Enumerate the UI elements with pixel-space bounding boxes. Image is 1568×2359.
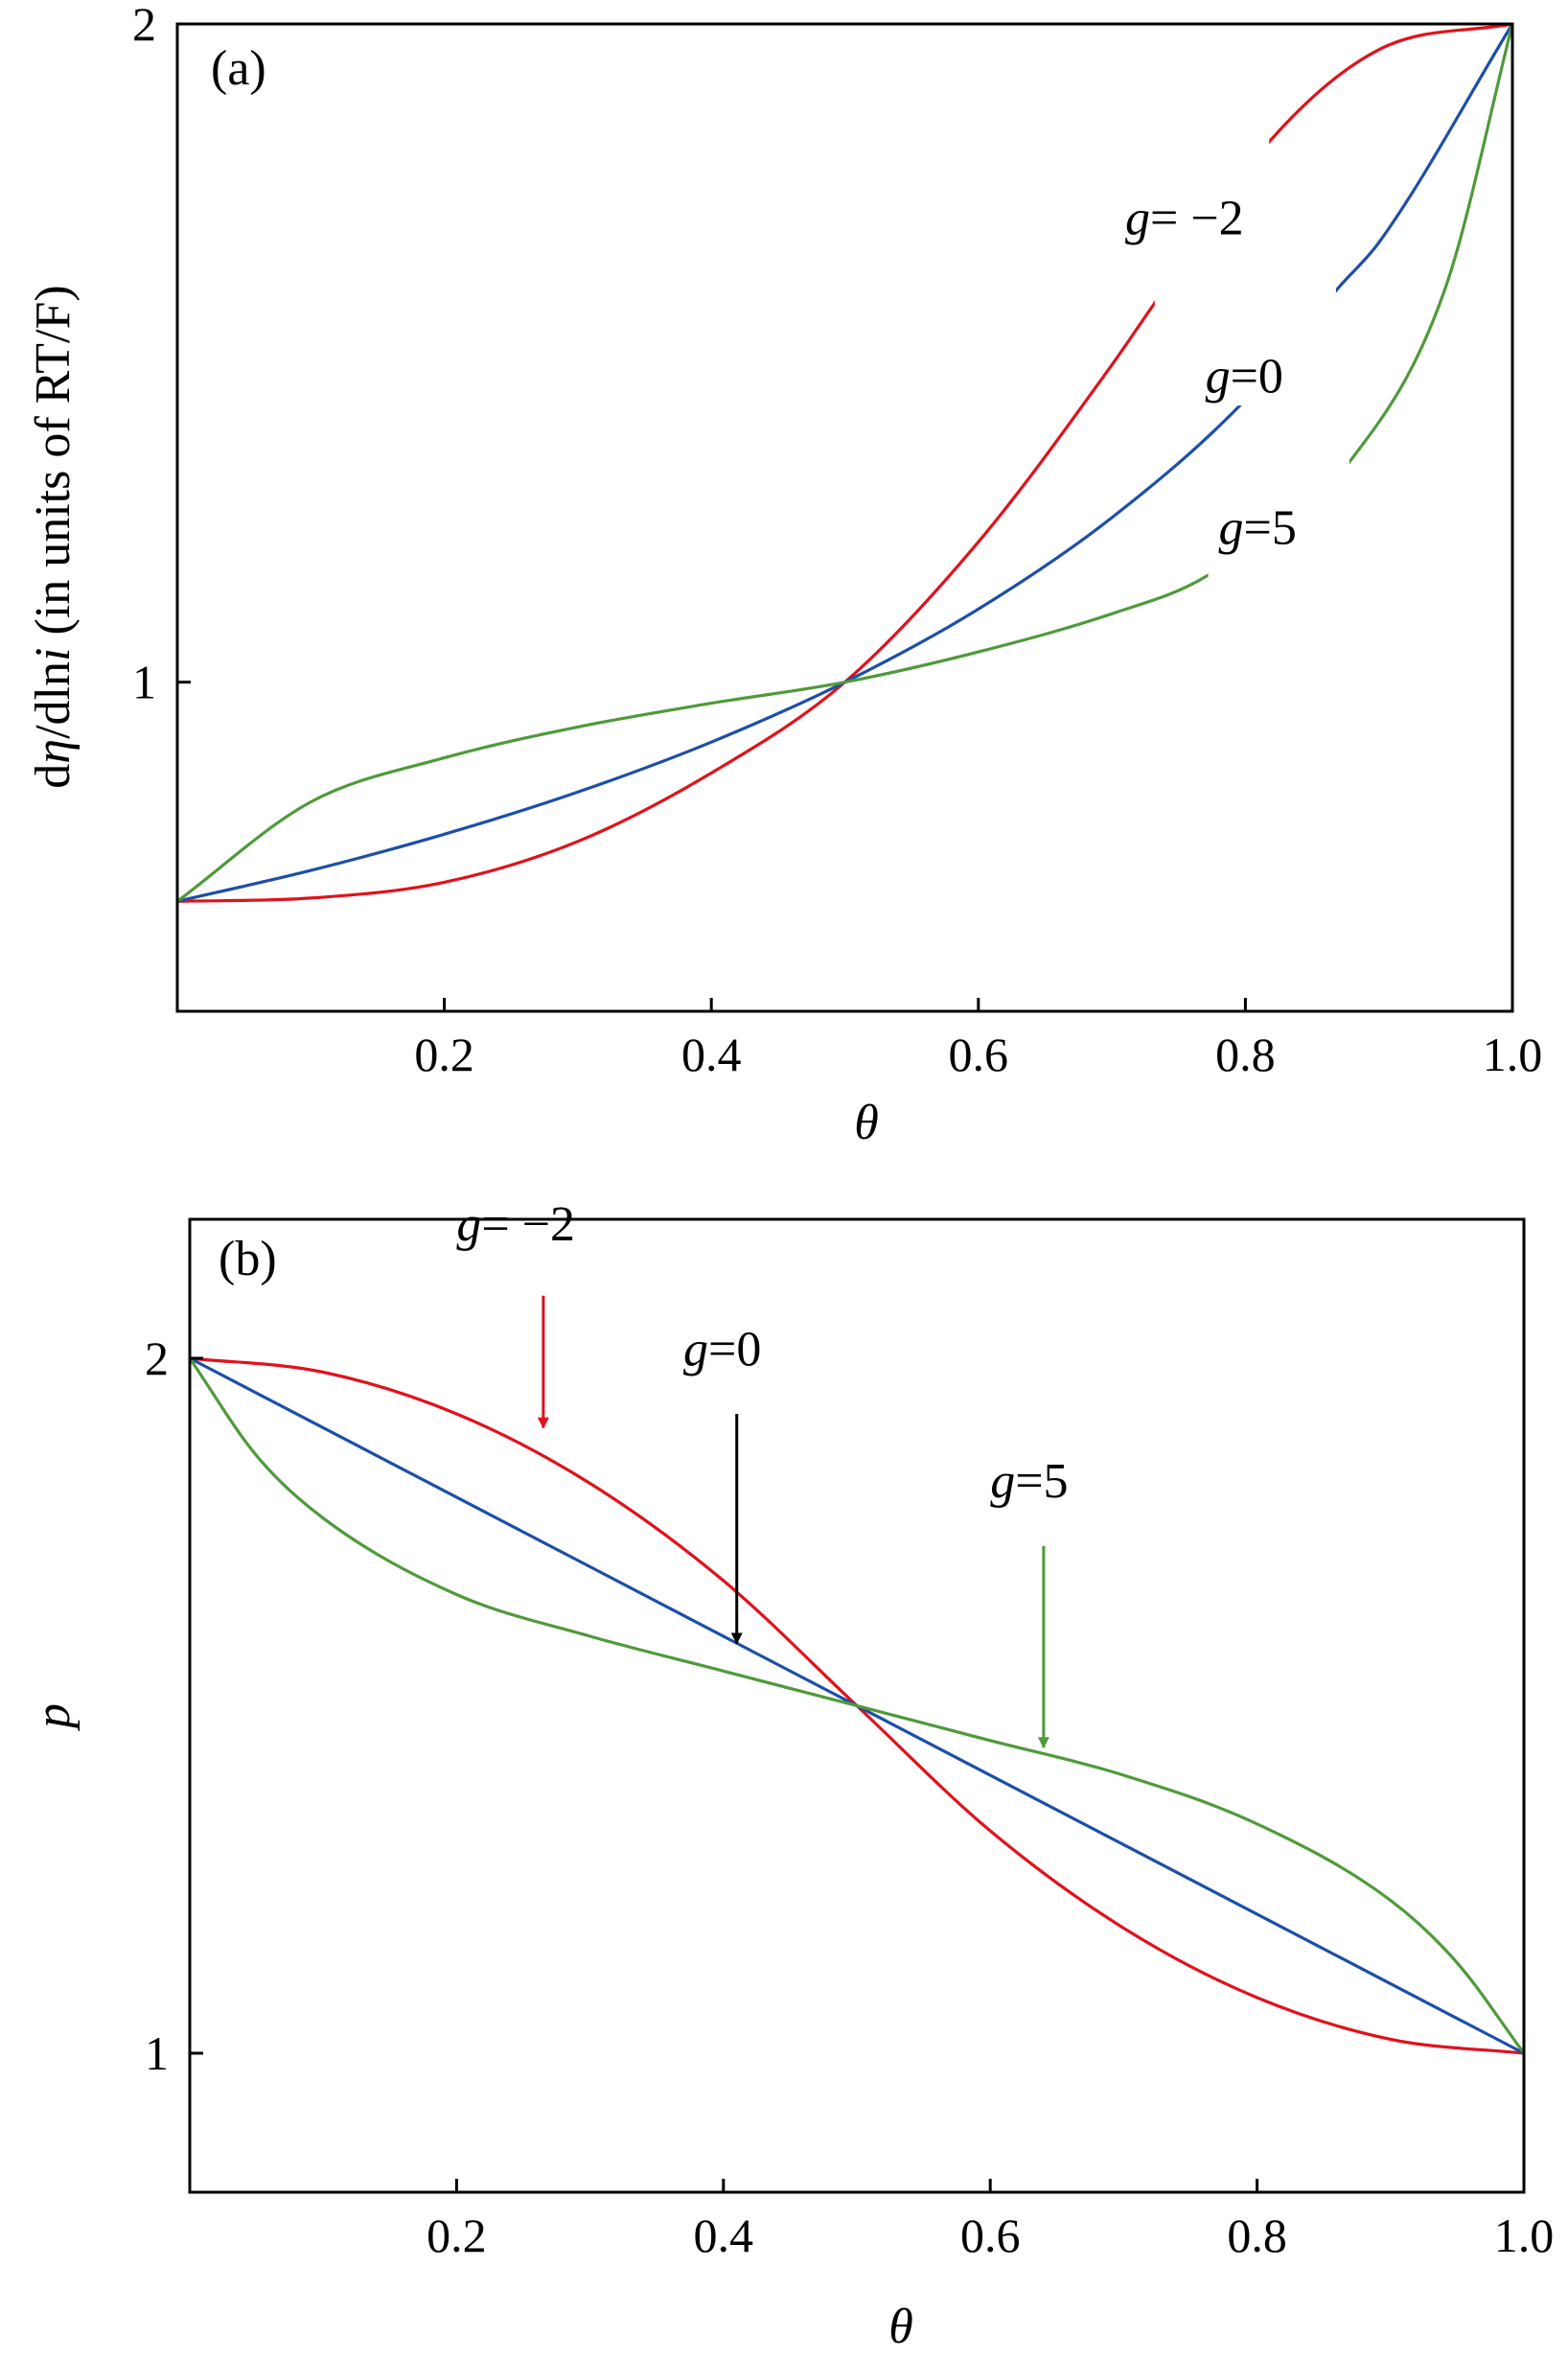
y-tick-label-b-1: 2	[145, 1331, 169, 1385]
panel-b: g= −2 g=0 g=5 0.2 0.4 0.6 0.8 1.0 1 2 (b) θ p	[26, 1197, 1554, 2354]
y-tick-label-a-1: 2	[132, 0, 156, 51]
figure: g= −2 g=0 g=5 0.2 0.4 0.6 0.8 1.0 1 2 (a) θ dη/dl…	[0, 0, 1568, 2359]
x-tick-label-a-2: 0.6	[949, 1028, 1009, 1081]
x-tick-label-a-1: 0.4	[681, 1028, 742, 1081]
x-axis-title-a: θ	[854, 1096, 879, 1150]
curve-label-b-2: g=5	[990, 1454, 1068, 1509]
plot-area-b: g= −2 g=0 g=5 0.2 0.4 0.6 0.8 1.0 1 2	[145, 1197, 1554, 2262]
y-axis-title-b: p	[26, 1703, 81, 1732]
curve-label-a-0: g= −2	[1125, 192, 1244, 246]
panel-label-a: (a)	[211, 41, 266, 96]
curve-label-b-0: g= −2	[456, 1197, 575, 1252]
panel-label-b: (b)	[219, 1232, 277, 1286]
x-tick-label-a-4: 1.0	[1483, 1028, 1543, 1081]
curve-label-a-2: g=5	[1219, 500, 1297, 555]
x-tick-label-a-0: 0.2	[414, 1028, 474, 1081]
panel-a: g= −2 g=0 g=5 0.2 0.4 0.6 0.8 1.0 1 2 (a) θ dη/dl…	[26, 0, 1542, 1150]
x-tick-label-b-4: 1.0	[1494, 2209, 1555, 2262]
x-tick-label-b-2: 0.6	[960, 2209, 1021, 2262]
x-tick-label-b-1: 0.4	[694, 2209, 754, 2262]
y-axis-title-a: dη/dlni (in units of RT/F)	[26, 285, 81, 788]
x-axis-title-b: θ	[888, 2300, 913, 2354]
x-tick-label-b-0: 0.2	[427, 2209, 487, 2262]
plot-area-a: g= −2 g=0 g=5 0.2 0.4 0.6 0.8 1.0 1 2	[132, 0, 1542, 1081]
x-tick-label-b-3: 0.8	[1227, 2209, 1287, 2262]
y-tick-label-a-0: 1	[132, 656, 156, 709]
curve-label-b-1: g=0	[683, 1322, 761, 1376]
curve-label-a-1: g=0	[1206, 350, 1283, 405]
x-tick-label-a-3: 0.8	[1215, 1028, 1276, 1081]
y-tick-label-b-0: 1	[145, 2026, 169, 2080]
